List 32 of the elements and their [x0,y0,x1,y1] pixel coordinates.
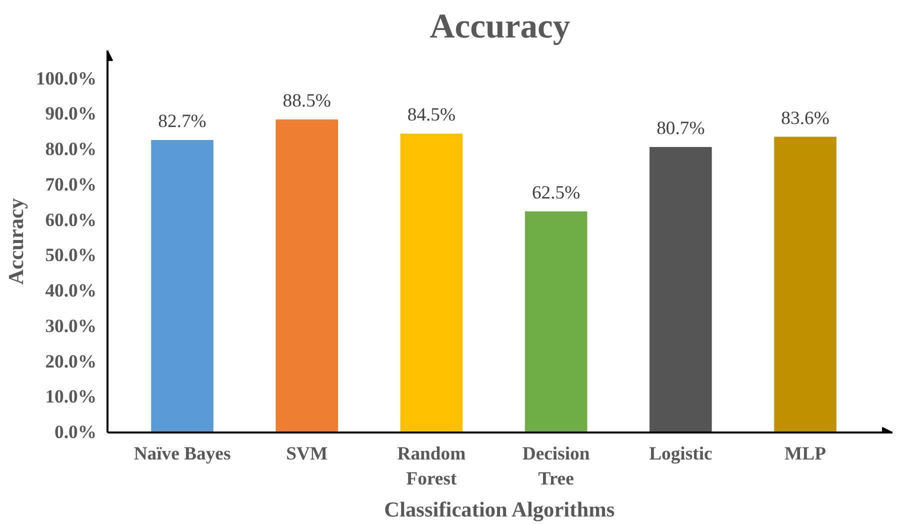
y-tick-label: 10.0% [45,386,97,408]
y-tick-label: 100.0% [36,68,97,90]
data-label: 82.7% [158,110,206,132]
x-tick-label: SVM [286,444,328,464]
data-label: 83.6% [781,108,830,129]
bar [524,211,588,432]
x-tick-label: Naïve Bayes [134,444,231,464]
data-label: 80.7% [656,118,705,140]
y-tick-label: 30.0% [45,316,97,337]
x-tick-label: Decision Tree [522,444,590,490]
data-label: 84.5% [407,104,456,126]
data-label: 88.5% [282,90,331,112]
y-tick-label: 80.0% [45,139,97,160]
y-tick-label: 50.0% [45,245,97,266]
y-axis-title: Accuracy [4,198,28,285]
bar [400,134,463,432]
y-tick-label: 20.0% [45,351,97,372]
y-tick-label: 90.0% [45,104,97,125]
bar [774,136,836,432]
bar [650,147,712,432]
y-tick-label: 0.0% [54,422,97,443]
bar [276,119,338,432]
x-tick-label: Random Forest [397,444,466,490]
y-tick-label: 40.0% [45,280,97,302]
y-tick-label: 60.0% [45,210,97,231]
y-tick-label: 70.0% [45,174,97,196]
chart-title: Accuracy [430,8,570,46]
x-tick-label: MLP [784,444,826,464]
x-axis-title: Classification Algorithms [384,498,615,522]
data-label: 62.5% [532,182,580,204]
bar [151,140,214,432]
x-tick-label: Logistic [649,444,712,464]
